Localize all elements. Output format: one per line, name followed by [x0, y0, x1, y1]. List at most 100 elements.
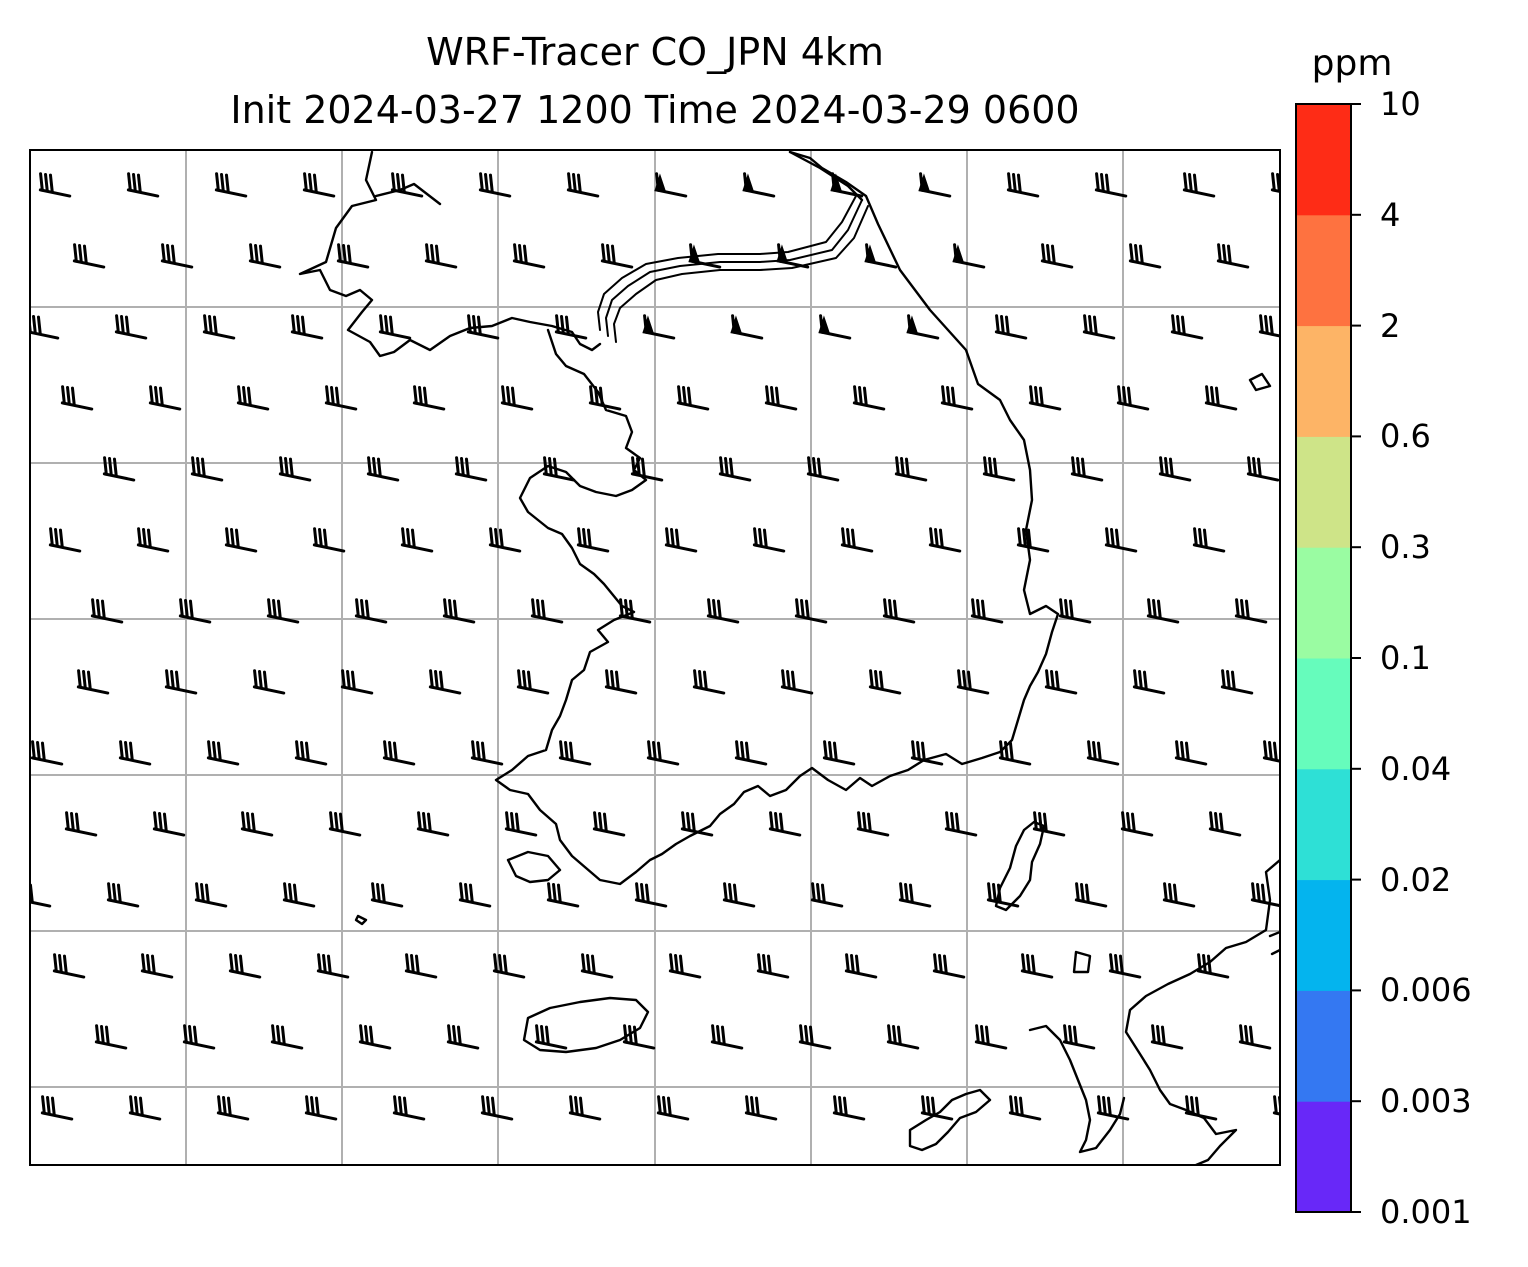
wind-barb — [182, 1024, 216, 1050]
wind-barb — [886, 1024, 920, 1050]
wind-barb — [1170, 314, 1204, 340]
wind-barb — [986, 882, 1020, 908]
wind-barb — [278, 456, 312, 482]
wind-barb — [914, 1168, 948, 1190]
wind-barb — [642, 314, 676, 340]
wind-barb — [488, 527, 522, 553]
wind-barb — [240, 811, 274, 837]
wind-barb — [744, 1095, 778, 1121]
wind-barb — [236, 385, 270, 411]
coastline-japan-west-islands — [1028, 1024, 1126, 1154]
map-frame — [29, 149, 1281, 1166]
wind-barb — [76, 669, 110, 695]
wind-barb — [742, 172, 776, 198]
wind-barb — [1146, 598, 1180, 624]
wind-barb — [500, 385, 534, 411]
wind-barb — [190, 456, 224, 482]
coastline-jeju-island — [522, 996, 650, 1054]
wind-barb — [650, 1168, 684, 1190]
wind-barb — [126, 172, 160, 198]
wind-barb — [1162, 882, 1196, 908]
wind-barb — [48, 527, 82, 553]
wind-barb — [416, 811, 450, 837]
wind-barb — [290, 314, 324, 340]
colorbar-tick-label: 4 — [1380, 195, 1401, 234]
wind-barb — [1070, 456, 1104, 482]
wind-barb — [1128, 243, 1162, 269]
colorbar-segment — [1296, 214, 1351, 327]
wind-barb — [1258, 314, 1280, 340]
wind-barb — [164, 669, 198, 695]
wind-barb — [466, 314, 500, 340]
wind-barb — [60, 385, 94, 411]
wind-barb — [546, 882, 580, 908]
wind-barb — [680, 811, 714, 837]
wind-barb — [206, 740, 240, 766]
wind-barb — [656, 1095, 690, 1121]
wind-barb — [1216, 243, 1250, 269]
wind-barb — [1082, 314, 1116, 340]
wind-barb — [304, 1095, 338, 1121]
wind-barb — [810, 882, 844, 908]
wind-barb — [1158, 456, 1192, 482]
wind-barb — [832, 1095, 866, 1121]
wind-barb — [442, 598, 476, 624]
wind-barb — [228, 953, 262, 979]
wind-barb — [474, 1168, 508, 1190]
wind-barb — [940, 385, 974, 411]
wind-barb — [1204, 385, 1238, 411]
wind-barb — [412, 385, 446, 411]
wind-barb — [140, 953, 174, 979]
colorbar-segment — [1296, 990, 1351, 1102]
wind-barb — [764, 385, 798, 411]
map-title-line-2: Init 2024-03-27 1200 Time 2024-03-29 060… — [230, 88, 1080, 132]
colorbar-tick-label: 10 — [1380, 85, 1421, 123]
colorbar-tick-label: 0.3 — [1380, 528, 1431, 567]
wind-barb — [152, 811, 186, 837]
colorbar-unit-label: ppm — [1311, 43, 1393, 84]
wind-barb — [562, 1168, 596, 1190]
wind-barb — [1074, 882, 1108, 908]
colorbar-segment — [1296, 768, 1351, 881]
wind-barb — [1040, 243, 1074, 269]
wind-barb — [378, 314, 412, 340]
wind-barb — [382, 740, 416, 766]
wind-barb — [882, 598, 916, 624]
wind-barb — [1178, 1168, 1212, 1190]
wind-barb — [688, 243, 722, 269]
wind-barb — [664, 527, 698, 553]
wind-barb — [794, 598, 828, 624]
wind-barb — [122, 1168, 156, 1190]
colorbar-segment — [1296, 1101, 1351, 1213]
wind-barb — [646, 740, 680, 766]
wind-barb — [970, 598, 1004, 624]
wind-barb — [798, 1024, 832, 1050]
wind-barb — [956, 669, 990, 695]
boundary-line-3 — [597, 195, 857, 331]
wind-barb — [312, 527, 346, 553]
wind-barb — [336, 243, 370, 269]
wind-barb — [1016, 527, 1050, 553]
colorbar-tick-label: 0.04 — [1380, 749, 1452, 788]
colorbar-segment — [1296, 879, 1351, 991]
wind-barb — [592, 811, 626, 837]
wind-barb — [34, 1168, 68, 1190]
wind-barb — [918, 172, 952, 198]
wind-barb — [106, 882, 140, 908]
coastline-small-island-3 — [354, 914, 368, 926]
wind-barb — [982, 456, 1016, 482]
wind-barb — [148, 385, 182, 411]
graticule — [30, 150, 1280, 1165]
wind-barb — [618, 598, 652, 624]
wind-barb — [90, 598, 124, 624]
wind-barb — [1250, 882, 1280, 908]
coastline-north-shore-strip — [374, 182, 442, 206]
wind-barb — [424, 243, 458, 269]
wind-barb — [128, 1095, 162, 1121]
wind-barb — [558, 740, 592, 766]
wind-barb — [354, 598, 388, 624]
wind-barb — [458, 882, 492, 908]
colorbar-segment — [1296, 547, 1351, 659]
wind-barb — [224, 527, 258, 553]
wind-barb — [994, 314, 1028, 340]
